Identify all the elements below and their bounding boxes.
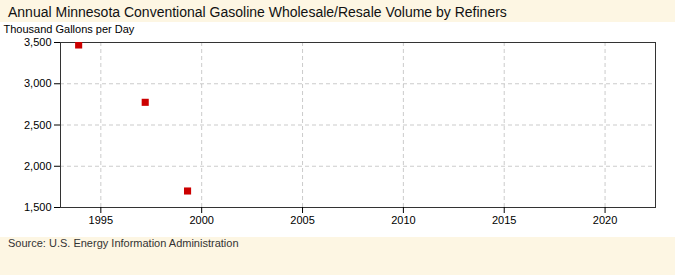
svg-text:2005: 2005 <box>290 214 314 226</box>
svg-text:1995: 1995 <box>89 214 113 226</box>
svg-text:2,000: 2,000 <box>24 160 52 172</box>
svg-text:Thousand Gallons per Day: Thousand Gallons per Day <box>4 23 135 35</box>
svg-text:2,500: 2,500 <box>24 119 52 131</box>
svg-text:2010: 2010 <box>391 214 415 226</box>
svg-text:2020: 2020 <box>593 214 617 226</box>
svg-text:2015: 2015 <box>492 214 516 226</box>
html-text:Annual Minnesota Conventional: Annual Minnesota Conventional Gasoline W… <box>8 4 507 20</box>
svg-text:2000: 2000 <box>189 214 213 226</box>
svg-text:3,500: 3,500 <box>24 36 52 48</box>
svg-text:3,000: 3,000 <box>24 77 52 89</box>
svg-text:1,500: 1,500 <box>24 201 52 213</box>
html-text:Source: U.S. Energy Informatio: Source: U.S. Energy Information Administ… <box>8 237 239 249</box>
